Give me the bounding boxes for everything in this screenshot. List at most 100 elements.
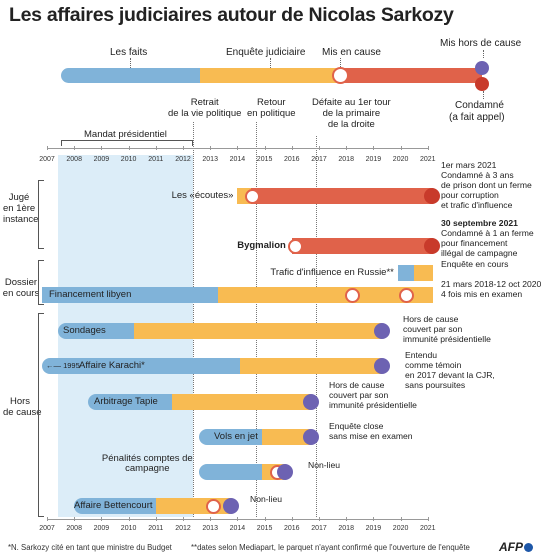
case-note-line: Non-lieu	[308, 460, 341, 470]
year-tick-label: 2014	[229, 156, 246, 163]
year-tick-mark	[264, 146, 266, 150]
case-label: Affaire Bettencourt	[74, 500, 153, 511]
case-note: Enquête en cours	[441, 259, 508, 269]
case-bar-segment-faits	[199, 429, 262, 445]
year-tick-mark	[101, 517, 103, 521]
annotation-mandat: Mandat présidentiel	[84, 129, 167, 140]
legend-enquete-label: Enquête judiciaire	[226, 47, 306, 58]
case-open-marker	[205, 499, 221, 514]
case-bar-segment-enquete	[414, 265, 434, 281]
case-open-marker	[399, 288, 415, 303]
year-tick-label: 2019	[365, 156, 382, 163]
case-note-line: 1er mars 2021	[441, 160, 497, 170]
case-condamne-marker	[423, 188, 440, 204]
year-tick-mark	[128, 146, 130, 150]
year-tick-mark	[373, 517, 375, 521]
year-tick-label: 2011	[148, 156, 164, 163]
year-tick-label: 2020	[392, 156, 409, 163]
case-label: Trafic d'influence en Russie**	[270, 267, 394, 278]
group-bracket-0	[38, 180, 44, 249]
year-tick-mark	[264, 517, 266, 521]
year-tick-label: 2011	[148, 525, 164, 532]
case-hors-marker	[373, 358, 390, 374]
case-label-prefix: ←— 1995	[46, 361, 80, 370]
case-note: Hors de cause couvert par son immunité pré…	[329, 380, 417, 410]
year-tick-label: 2009	[93, 525, 110, 532]
case-bar-segment-faits	[199, 464, 262, 480]
legend-hors-cause-label: Mis hors de cause	[440, 38, 522, 49]
case-bar-segment-mis_en_cause	[251, 188, 434, 204]
case-note: Enquête close sans mise en examen	[329, 421, 413, 441]
year-tick-mark	[427, 517, 429, 521]
year-tick-mark	[155, 517, 157, 521]
year-tick-mark	[237, 146, 239, 150]
case-label: Sondages	[63, 325, 106, 336]
case-note: Non-lieu	[250, 494, 282, 504]
case-note: Hors de cause couvert par son immunité pré…	[403, 314, 491, 344]
case-hors-marker	[277, 464, 293, 480]
case-bar-segment-enquete	[172, 394, 311, 410]
case-note-line: couvert par son	[403, 324, 463, 334]
year-tick-mark	[128, 517, 130, 521]
year-tick-label: 2016	[284, 525, 300, 532]
case-hors-marker	[222, 498, 239, 514]
case-note-line: de prison dont un ferme	[441, 180, 532, 190]
case-bar-segment-enquete	[240, 358, 382, 374]
legend-bar-mis_en_cause	[340, 68, 482, 83]
legend-hors-marker	[475, 61, 489, 75]
year-tick-mark	[373, 146, 375, 150]
year-tick-label: 2016	[284, 156, 300, 163]
year-tick-label: 2015	[256, 525, 273, 532]
year-tick-label: 2018	[338, 156, 354, 163]
year-tick-mark	[346, 146, 348, 150]
legend-condamne-marker	[475, 77, 489, 91]
group-dossier-label: Dossier en cours	[2, 277, 40, 299]
case-label: Bygmalion	[237, 240, 286, 251]
case-label: Pénalités comptes de campagne	[101, 453, 193, 474]
year-tick-label: 2007	[39, 156, 55, 163]
year-tick-mark	[155, 146, 157, 150]
year-tick-mark	[291, 517, 293, 521]
case-note: Non-lieu	[308, 460, 340, 470]
legend-faits-label: Les faits	[110, 47, 148, 58]
case-note-line: couvert par son	[329, 390, 389, 400]
event-line-0	[192, 122, 194, 517]
case-note: 1er mars 2021 Condamné à 3 ans de prison d…	[441, 160, 532, 210]
year-tick-mark	[210, 517, 212, 521]
case-open-marker	[287, 239, 303, 254]
case-bar-segment-faits	[57, 323, 135, 339]
legend-leader-4	[483, 91, 484, 99]
case-note-line: et trafic d'influence	[441, 200, 513, 210]
case-note-line: comme témoin	[405, 360, 462, 370]
case-note-line: en 2017 devant la CJR,	[405, 370, 495, 380]
case-note-line: sans poursuites	[405, 380, 466, 390]
legend-leader-0	[130, 58, 131, 68]
page-title: Les affaires judiciaires autour de Nicol…	[9, 4, 454, 26]
case-bar-segment-enquete	[218, 287, 434, 303]
footnote-mediapart: **dates selon Mediapart, le parquet n'ay…	[191, 543, 470, 552]
case-note-line: pour corruption	[441, 190, 499, 200]
case-bar-segment-faits	[87, 394, 173, 410]
year-tick-mark	[427, 146, 429, 150]
case-label: Vols en jet	[214, 431, 258, 442]
annotation-defaite: Défaite au 1er tour de la primaire de la d…	[312, 97, 391, 130]
year-tick-label: 2021	[420, 156, 436, 163]
event-line-1	[256, 122, 258, 517]
case-note-line: Hors de cause	[403, 314, 459, 324]
case-note-line: Non-lieu	[250, 494, 283, 504]
year-tick-mark	[319, 146, 320, 150]
case-note-line: Condamné à 3 ans	[441, 170, 514, 180]
year-tick-mark	[400, 146, 402, 150]
case-bar-segment-enquete	[261, 429, 311, 445]
case-note-line: Entendu	[405, 350, 438, 360]
case-note-line: immunité présidentielle	[329, 400, 417, 410]
group-bracket-1	[38, 260, 44, 305]
year-tick-label: 2013	[202, 525, 218, 532]
year-tick-label: 2018	[338, 525, 354, 532]
year-tick-label: 2014	[229, 525, 246, 532]
year-tick-label: 2021	[420, 525, 436, 532]
annotation-retrait: Retrait de la vie politique	[168, 97, 242, 119]
year-tick-mark	[346, 517, 348, 521]
case-note-line: illégal de campagne	[441, 248, 518, 258]
year-tick-mark	[47, 146, 48, 150]
